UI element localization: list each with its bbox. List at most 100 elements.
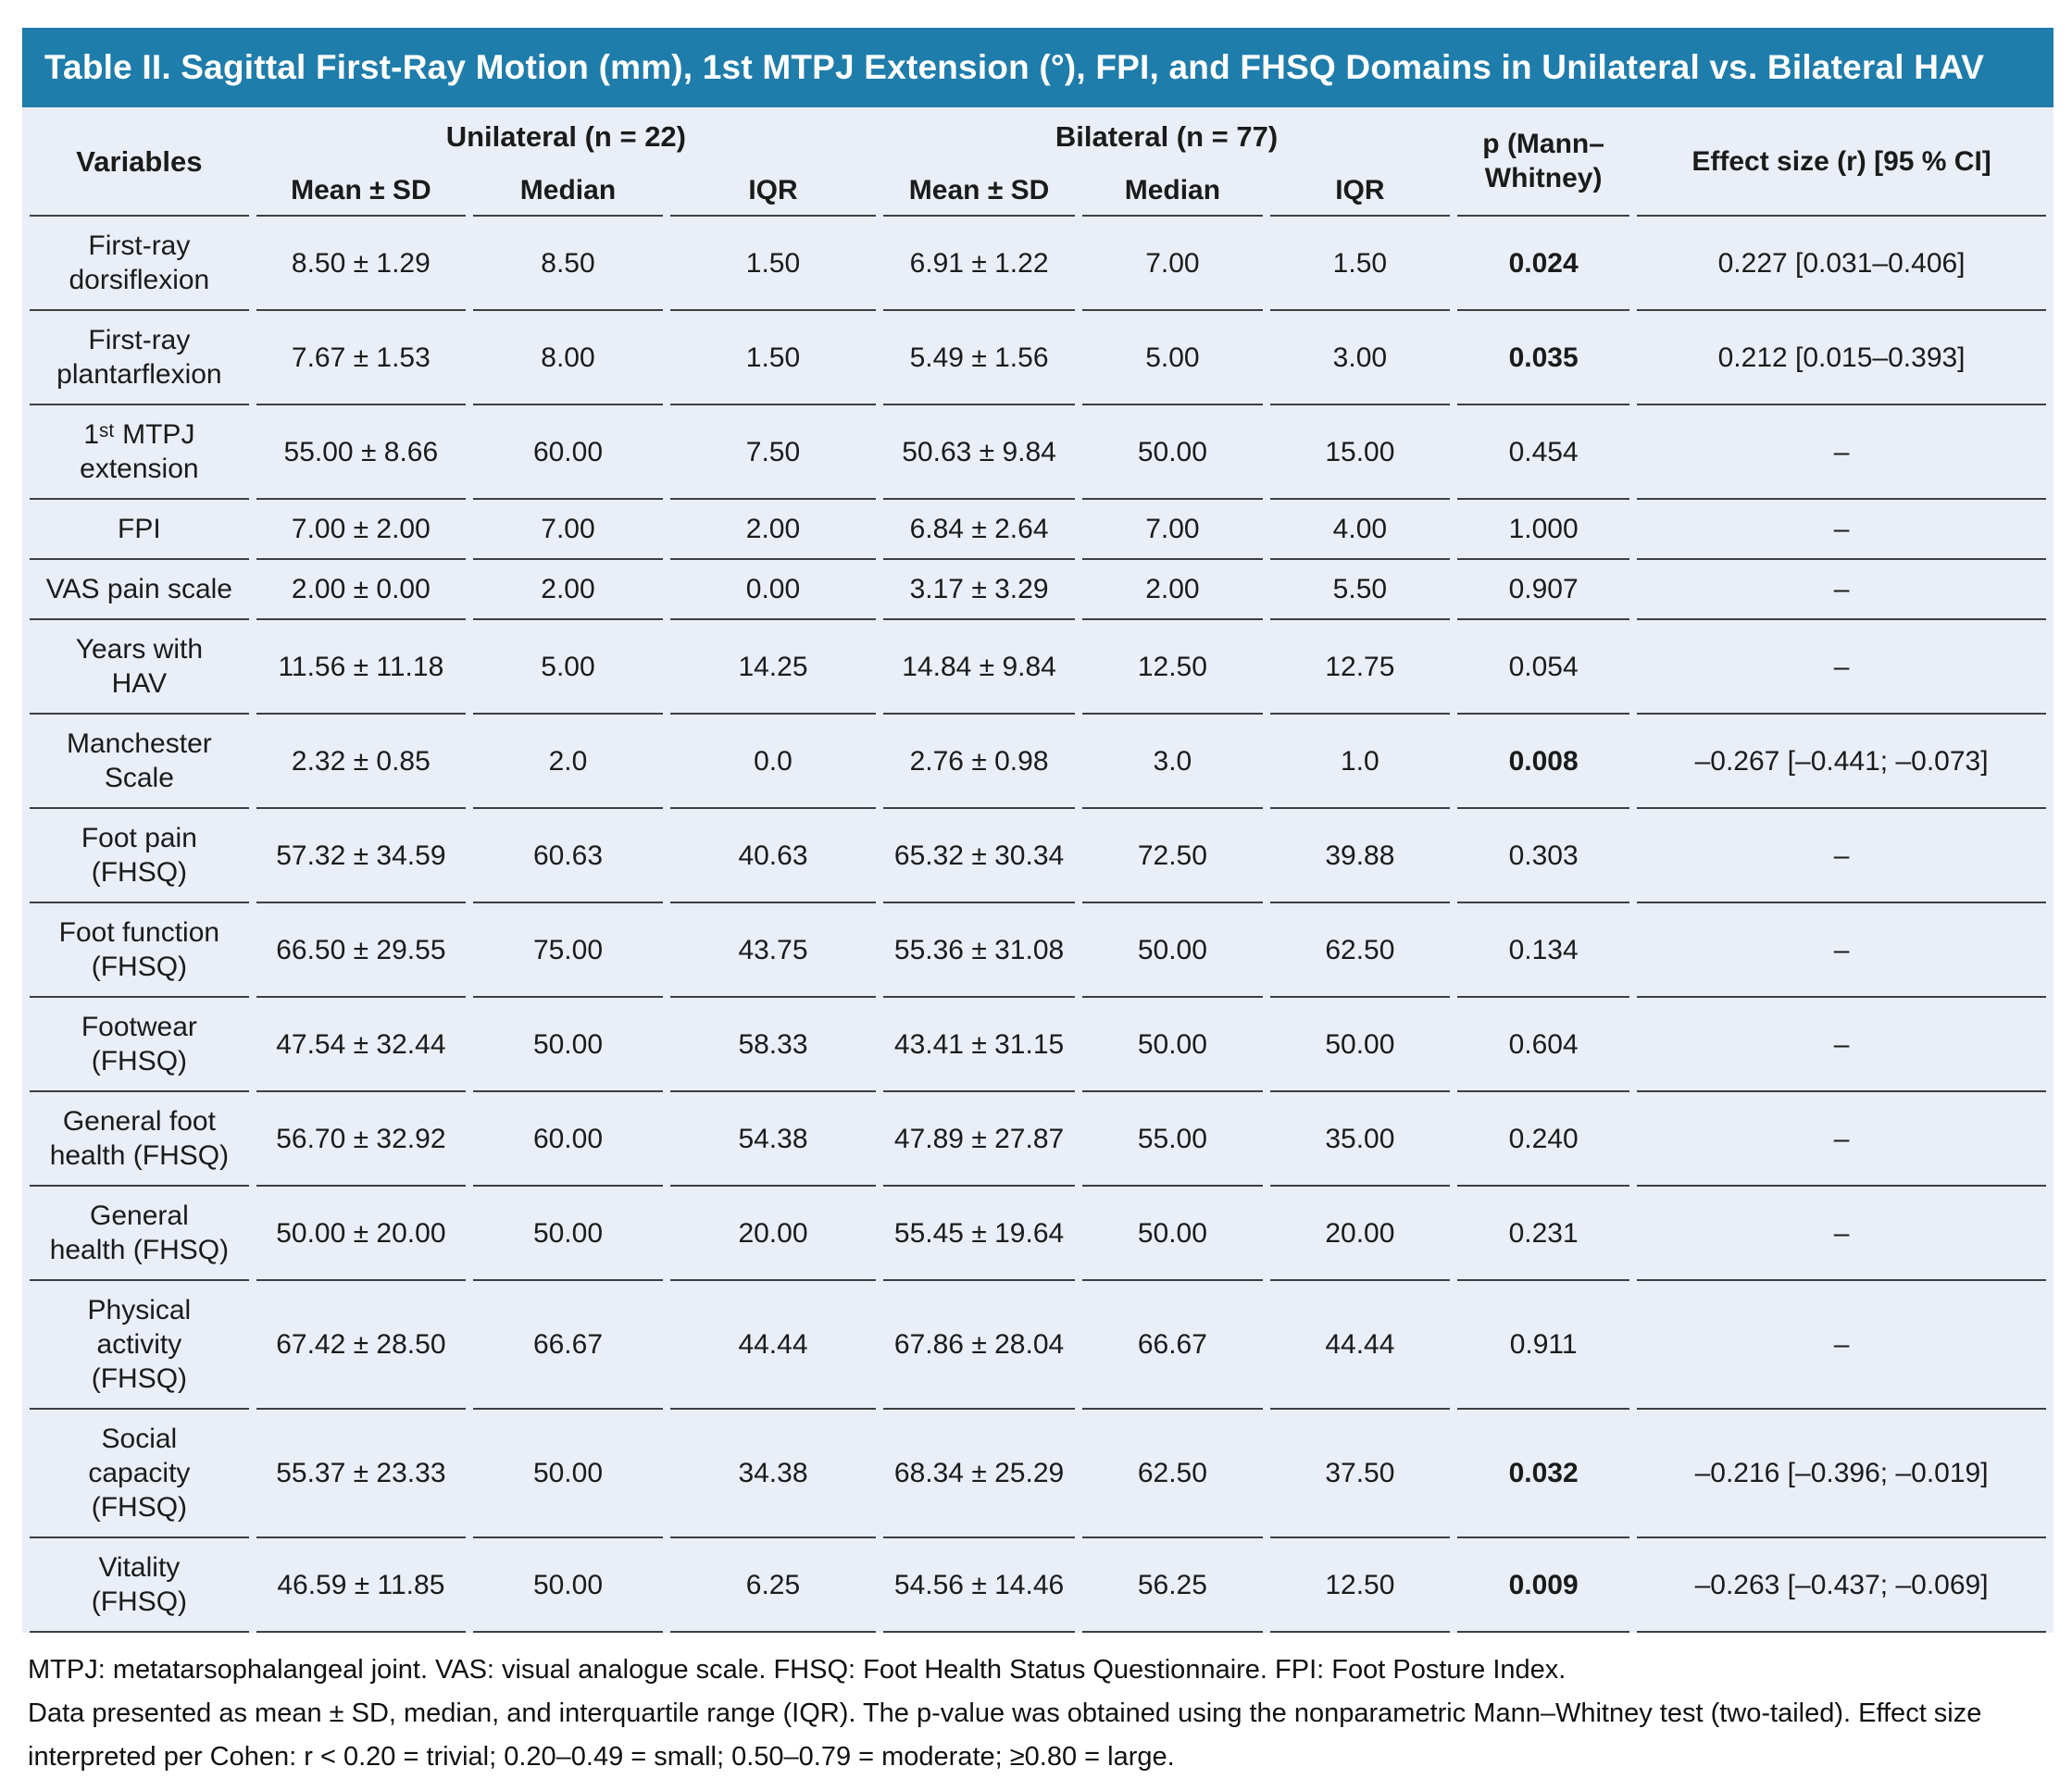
row-label: Foot function (FHSQ) [30, 903, 249, 998]
bi-median: 56.25 [1082, 1538, 1263, 1633]
effect-size: 0.212 [0.015–0.393] [1637, 311, 2046, 405]
table-row: FPI 7.00 ± 2.00 7.00 2.00 6.84 ± 2.64 7.00 4.0… [30, 500, 2046, 560]
table-row: Social capacity (FHSQ) 55.37 ± 23.33 50.00… [30, 1410, 2046, 1538]
uni-median: 2.0 [472, 715, 663, 809]
footnote-methods-continued: interpreted per Cohen: r < 0.20 = trivia… [28, 1742, 1175, 1772]
table-row: General health (FHSQ) 50.00 ± 20.00 50.00 2… [30, 1187, 2046, 1281]
uni-iqr: 0.0 [670, 715, 876, 809]
table-row: Manchester Scale 2.32 ± 0.85 2.0 0.0 2.76 ± … [30, 715, 2046, 809]
bi-median: 72.50 [1082, 809, 1263, 903]
bi-iqr: 35.00 [1269, 1092, 1451, 1187]
bi-mean-sd: 54.56 ± 14.46 [882, 1538, 1076, 1633]
uni-median: 75.00 [472, 903, 663, 998]
bi-median: 62.50 [1082, 1410, 1263, 1538]
uni-median: 50.00 [472, 1410, 663, 1538]
uni-median: 66.67 [472, 1281, 663, 1410]
data-table: Variables Unilateral (n = 22) Bilateral … [22, 107, 2053, 1633]
header-group-row: Variables Unilateral (n = 22) Bilateral … [30, 107, 2046, 217]
col-header-bi-mean-sd: Mean ± SD [882, 165, 1076, 217]
bi-mean-sd: 55.36 ± 31.08 [882, 903, 1076, 998]
uni-iqr: 1.50 [670, 217, 876, 311]
bi-median: 66.67 [1082, 1281, 1263, 1410]
uni-mean-sd: 57.32 ± 34.59 [256, 809, 466, 903]
uni-mean-sd: 11.56 ± 11.18 [256, 620, 466, 715]
effect-size: – [1637, 1281, 2046, 1410]
col-header-effect-size: Effect size (r) [95 % CI] [1637, 107, 2046, 217]
table-row: First-ray plantarflexion 7.67 ± 1.53 8.00 1… [30, 311, 2046, 405]
p-value: 0.231 [1457, 1187, 1630, 1281]
uni-mean-sd: 7.67 ± 1.53 [256, 311, 466, 405]
uni-mean-sd: 55.00 ± 8.66 [256, 405, 466, 500]
header-sub-row: Mean ± SD Median IQR Mean ± SD Median IQ… [30, 165, 2046, 217]
uni-median: 2.00 [472, 560, 663, 620]
uni-median: 8.50 [472, 217, 663, 311]
effect-size: – [1637, 405, 2046, 500]
col-header-bi-iqr: IQR [1269, 165, 1451, 217]
row-label: VAS pain scale [30, 560, 249, 620]
col-header-uni-median: Median [472, 165, 663, 217]
bi-iqr: 12.50 [1269, 1538, 1451, 1633]
bi-mean-sd: 67.86 ± 28.04 [882, 1281, 1076, 1410]
row-label: First-ray dorsiflexion [30, 217, 249, 311]
p-value: 0.911 [1457, 1281, 1630, 1410]
p-value: 0.054 [1457, 620, 1630, 715]
bi-median: 3.0 [1082, 715, 1263, 809]
bi-mean-sd: 65.32 ± 30.34 [882, 809, 1076, 903]
uni-iqr: 1.50 [670, 311, 876, 405]
bi-median: 7.00 [1082, 500, 1263, 560]
row-label: Footwear (FHSQ) [30, 998, 249, 1092]
table-row: Vitality (FHSQ) 46.59 ± 11.85 50.00 6.25 54.… [30, 1538, 2046, 1633]
bi-mean-sd: 14.84 ± 9.84 [882, 620, 1076, 715]
uni-mean-sd: 56.70 ± 32.92 [256, 1092, 466, 1187]
bi-iqr: 37.50 [1269, 1410, 1451, 1538]
col-header-uni-mean-sd: Mean ± SD [256, 165, 466, 217]
row-label: Years with HAV [30, 620, 249, 715]
bi-mean-sd: 55.45 ± 19.64 [882, 1187, 1076, 1281]
footnotes: MTPJ: metatarsophalangeal joint. VAS: vi… [28, 1648, 2053, 1779]
row-label: Vitality (FHSQ) [30, 1538, 249, 1633]
row-label: FPI [30, 500, 249, 560]
bi-mean-sd: 43.41 ± 31.15 [882, 998, 1076, 1092]
uni-iqr: 14.25 [670, 620, 876, 715]
p-value: 0.035 [1457, 311, 1630, 405]
bi-median: 50.00 [1082, 998, 1263, 1092]
p-value: 0.134 [1457, 903, 1630, 998]
uni-mean-sd: 67.42 ± 28.50 [256, 1281, 466, 1410]
uni-median: 60.00 [472, 1092, 663, 1187]
p-value: 0.454 [1457, 405, 1630, 500]
uni-iqr: 7.50 [670, 405, 876, 500]
row-label: Foot pain (FHSQ) [30, 809, 249, 903]
bi-median: 50.00 [1082, 405, 1263, 500]
table-header: Variables Unilateral (n = 22) Bilateral … [30, 107, 2046, 217]
bi-iqr: 15.00 [1269, 405, 1451, 500]
table-row: Foot function (FHSQ) 66.50 ± 29.55 75.00 43… [30, 903, 2046, 998]
col-header-p-mann-whitney: p (Mann–Whitney) [1457, 107, 1630, 217]
bi-iqr: 5.50 [1269, 560, 1451, 620]
effect-size: – [1637, 500, 2046, 560]
uni-iqr: 54.38 [670, 1092, 876, 1187]
uni-median: 5.00 [472, 620, 663, 715]
uni-median: 50.00 [472, 1538, 663, 1633]
uni-mean-sd: 7.00 ± 2.00 [256, 500, 466, 560]
table-title: Table II. Sagittal First-Ray Motion (mm)… [44, 48, 1985, 86]
effect-size: – [1637, 903, 2046, 998]
bi-median: 7.00 [1082, 217, 1263, 311]
uni-iqr: 43.75 [670, 903, 876, 998]
bi-median: 50.00 [1082, 1187, 1263, 1281]
col-header-bi-median: Median [1082, 165, 1263, 217]
bi-iqr: 50.00 [1269, 998, 1451, 1092]
uni-median: 7.00 [472, 500, 663, 560]
uni-mean-sd: 46.59 ± 11.85 [256, 1538, 466, 1633]
effect-size: – [1637, 809, 2046, 903]
footnote-abbreviations: MTPJ: metatarsophalangeal joint. VAS: vi… [28, 1655, 1566, 1685]
uni-mean-sd: 2.00 ± 0.00 [256, 560, 466, 620]
bi-median: 5.00 [1082, 311, 1263, 405]
uni-median: 8.00 [472, 311, 663, 405]
bi-iqr: 12.75 [1269, 620, 1451, 715]
uni-iqr: 20.00 [670, 1187, 876, 1281]
uni-iqr: 0.00 [670, 560, 876, 620]
uni-iqr: 2.00 [670, 500, 876, 560]
bi-median: 2.00 [1082, 560, 1263, 620]
uni-iqr: 40.63 [670, 809, 876, 903]
